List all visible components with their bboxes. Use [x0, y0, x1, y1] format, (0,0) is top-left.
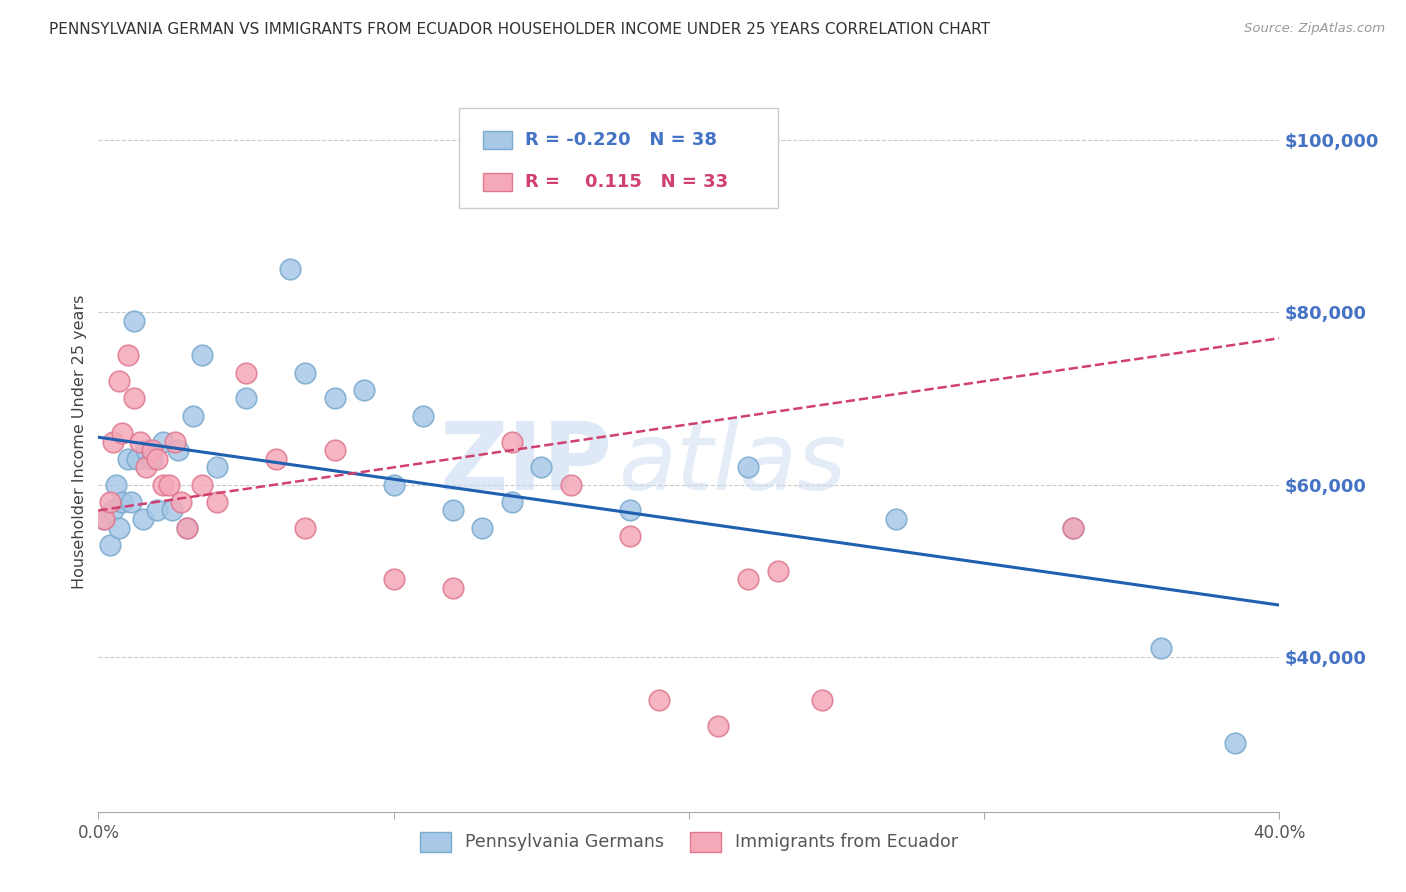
Point	[165, 434, 187, 449]
Point	[766, 564, 789, 578]
Point	[707, 718, 730, 732]
Point	[412, 409, 434, 423]
Text: Source: ZipAtlas.com: Source: ZipAtlas.com	[1244, 22, 1385, 36]
Point	[111, 425, 134, 440]
Point	[141, 443, 163, 458]
Point	[441, 503, 464, 517]
Point	[560, 477, 582, 491]
Point	[235, 366, 257, 380]
Point	[205, 460, 228, 475]
Point	[152, 477, 174, 491]
Point	[382, 572, 405, 586]
Point	[93, 512, 115, 526]
Point	[1062, 521, 1084, 535]
Point	[294, 366, 316, 380]
Point	[191, 348, 214, 362]
Point	[162, 503, 183, 517]
Text: ZIP: ZIP	[439, 417, 612, 509]
Point	[105, 477, 128, 491]
Point	[353, 383, 375, 397]
Point	[117, 451, 139, 466]
Point	[294, 521, 316, 535]
Point	[191, 477, 214, 491]
Point	[93, 512, 115, 526]
Point	[737, 572, 759, 586]
Point	[141, 451, 163, 466]
Point	[471, 521, 494, 535]
Point	[280, 262, 302, 277]
Point	[98, 538, 121, 552]
Point	[1062, 521, 1084, 535]
Point	[152, 434, 174, 449]
Point	[619, 503, 641, 517]
Point	[135, 460, 157, 475]
Point	[501, 495, 523, 509]
Point	[176, 521, 198, 535]
Point	[103, 503, 125, 517]
Point	[157, 477, 180, 491]
Legend: Pennsylvania Germans, Immigrants from Ecuador: Pennsylvania Germans, Immigrants from Ec…	[413, 824, 965, 859]
Point	[170, 495, 193, 509]
Text: atlas: atlas	[619, 418, 846, 509]
Y-axis label: Householder Income Under 25 years: Householder Income Under 25 years	[72, 294, 87, 589]
Point	[103, 434, 125, 449]
Point	[811, 693, 834, 707]
Point	[128, 434, 150, 449]
Point	[132, 512, 155, 526]
Point	[108, 521, 131, 535]
Point	[619, 529, 641, 543]
Point	[323, 443, 346, 458]
Point	[146, 503, 169, 517]
Point	[111, 495, 134, 509]
Text: R =    0.115   N = 33: R = 0.115 N = 33	[524, 173, 728, 191]
Point	[648, 693, 671, 707]
FancyBboxPatch shape	[458, 109, 778, 209]
Point	[530, 460, 553, 475]
Point	[122, 314, 145, 328]
Point	[117, 348, 139, 362]
FancyBboxPatch shape	[484, 173, 512, 191]
Point	[323, 392, 346, 406]
Point	[264, 451, 287, 466]
Point	[146, 451, 169, 466]
Point	[501, 434, 523, 449]
Point	[181, 409, 204, 423]
FancyBboxPatch shape	[484, 131, 512, 148]
Point	[125, 451, 148, 466]
Point	[108, 374, 131, 388]
Point	[737, 460, 759, 475]
Point	[205, 495, 228, 509]
Point	[1150, 641, 1173, 656]
Point	[98, 495, 121, 509]
Point	[176, 521, 198, 535]
Point	[135, 443, 157, 458]
Point	[167, 443, 190, 458]
Point	[441, 581, 464, 595]
Point	[382, 477, 405, 491]
Point	[884, 512, 907, 526]
Text: R = -0.220   N = 38: R = -0.220 N = 38	[524, 130, 717, 149]
Point	[122, 392, 145, 406]
Text: PENNSYLVANIA GERMAN VS IMMIGRANTS FROM ECUADOR HOUSEHOLDER INCOME UNDER 25 YEARS: PENNSYLVANIA GERMAN VS IMMIGRANTS FROM E…	[49, 22, 990, 37]
Point	[235, 392, 257, 406]
Point	[1225, 736, 1247, 750]
Point	[120, 495, 142, 509]
